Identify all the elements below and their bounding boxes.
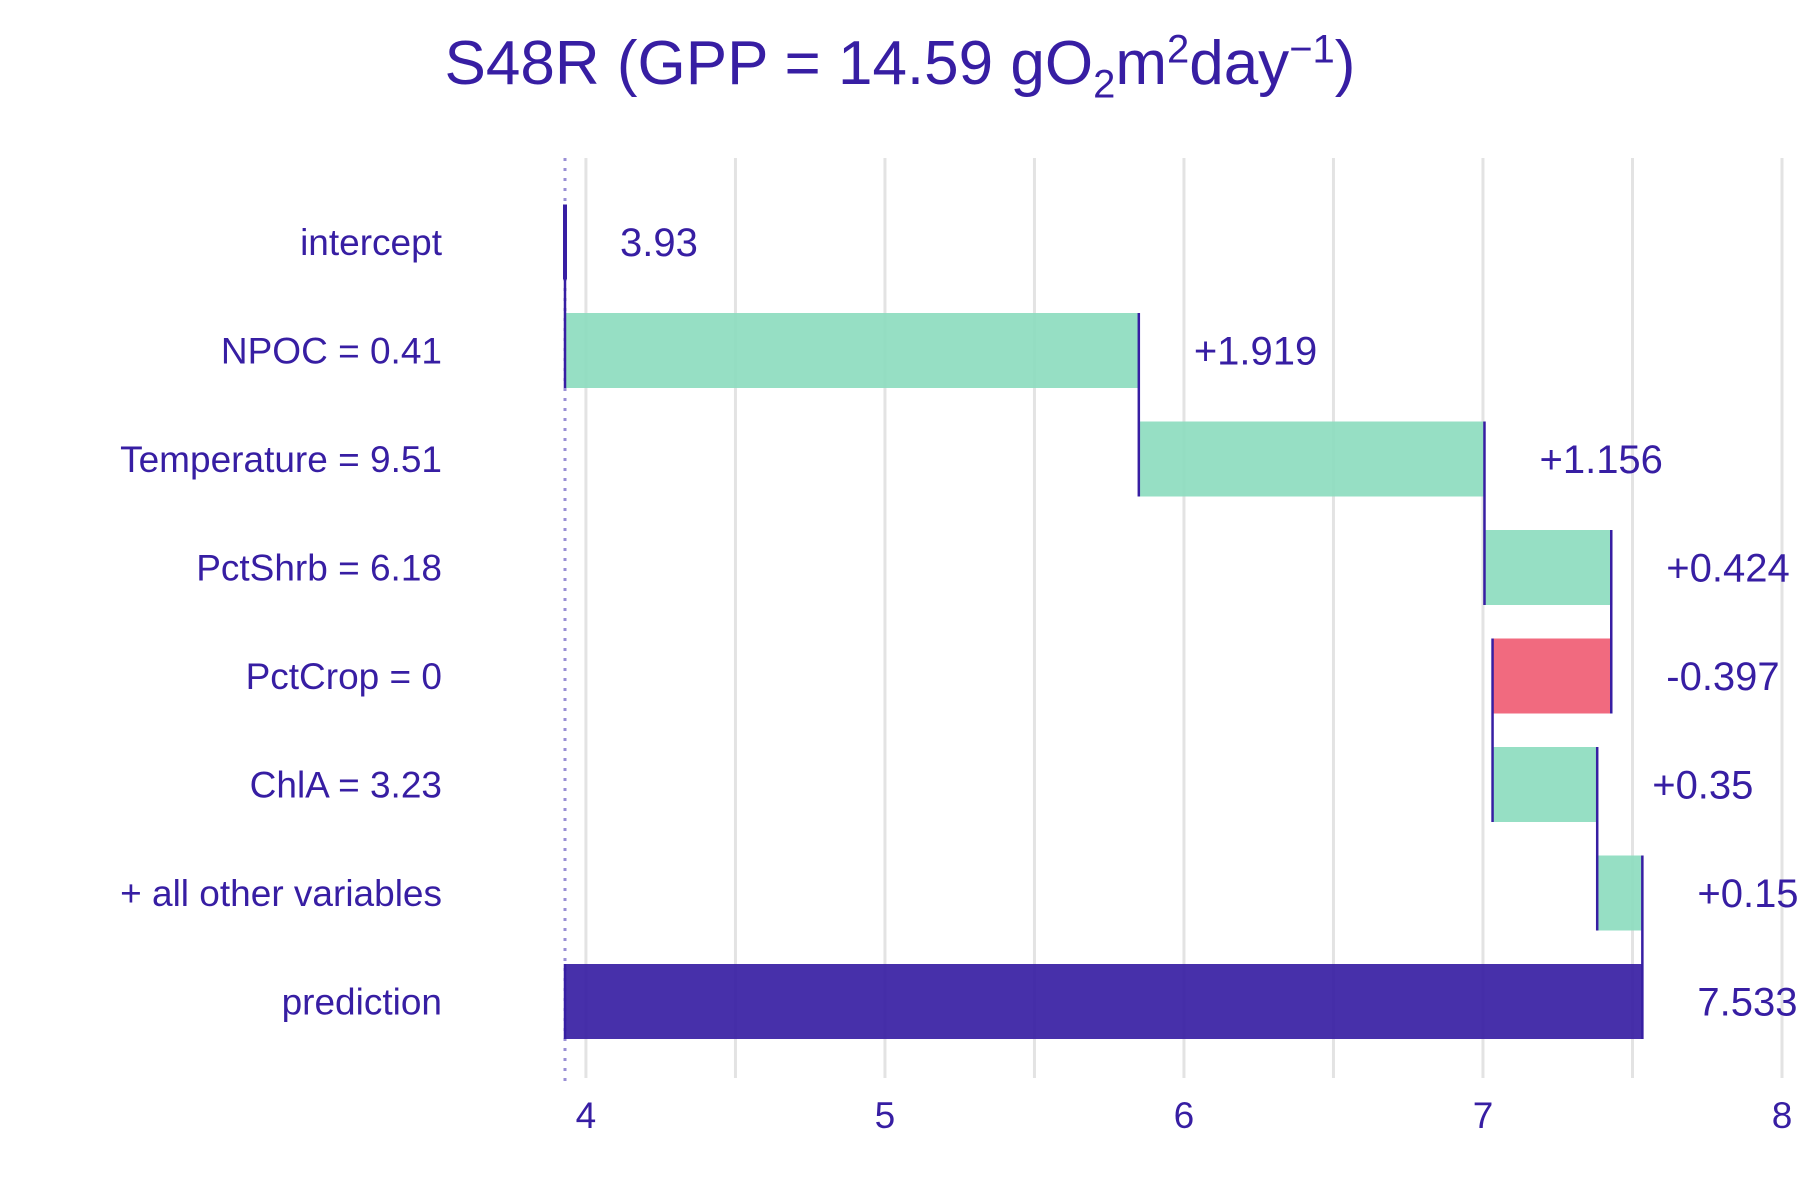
grid-lines bbox=[584, 158, 1784, 1078]
title-text-unit2: day bbox=[1189, 29, 1290, 98]
title-superscript: 2 bbox=[1166, 27, 1190, 72]
title-text-end: ) bbox=[1334, 29, 1356, 98]
category-label: Temperature = 9.51 bbox=[120, 439, 442, 480]
bar-positive bbox=[1484, 530, 1612, 605]
data-label: 3.93 bbox=[620, 221, 698, 265]
category-label: prediction bbox=[282, 982, 442, 1023]
category-label: ChlA = 3.23 bbox=[250, 765, 442, 806]
data-label: 7.533 bbox=[1697, 981, 1797, 1025]
category-label: intercept bbox=[300, 222, 443, 263]
category-label: + all other variables bbox=[120, 873, 442, 914]
bar-positive bbox=[565, 313, 1139, 388]
x-tick-label: 7 bbox=[1473, 1095, 1494, 1136]
title-text-unit: m bbox=[1115, 29, 1167, 98]
category-label: NPOC = 0.41 bbox=[221, 331, 442, 372]
data-label: +1.919 bbox=[1194, 330, 1317, 374]
x-tick-label: 5 bbox=[875, 1095, 896, 1136]
bar-prediction bbox=[565, 964, 1643, 1039]
x-tick-label: 4 bbox=[576, 1095, 597, 1136]
data-label: +1.156 bbox=[1539, 438, 1662, 482]
x-tick-label: 8 bbox=[1772, 1095, 1793, 1136]
x-axis-ticks: 4 5 6 7 8 bbox=[576, 1095, 1793, 1136]
data-label: +0.424 bbox=[1666, 547, 1789, 591]
category-label: PctCrop = 0 bbox=[246, 656, 442, 697]
x-tick-label: 6 bbox=[1174, 1095, 1195, 1136]
chart-title: S48R (GPP = 14.59 gO2m2day−1) bbox=[0, 27, 1800, 104]
bar-positive bbox=[1138, 421, 1485, 497]
title-subscript: 2 bbox=[1093, 62, 1116, 107]
bar-negative bbox=[1492, 638, 1612, 714]
title-text: S48R (GPP = 14.59 gO bbox=[444, 29, 1094, 98]
data-label: -0.397 bbox=[1666, 655, 1779, 699]
labels: intercept 3.93 NPOC = 0.41 +1.919 Temperatur… bbox=[120, 221, 1798, 1025]
bars bbox=[563, 204, 1644, 1039]
title-superscript2: −1 bbox=[1289, 27, 1335, 72]
data-label: +0.35 bbox=[1652, 764, 1753, 808]
bar-positive bbox=[1597, 855, 1643, 931]
data-label: +0.15 bbox=[1697, 872, 1798, 916]
bar-positive bbox=[1492, 747, 1598, 822]
category-label: PctShrb = 6.18 bbox=[196, 548, 442, 589]
